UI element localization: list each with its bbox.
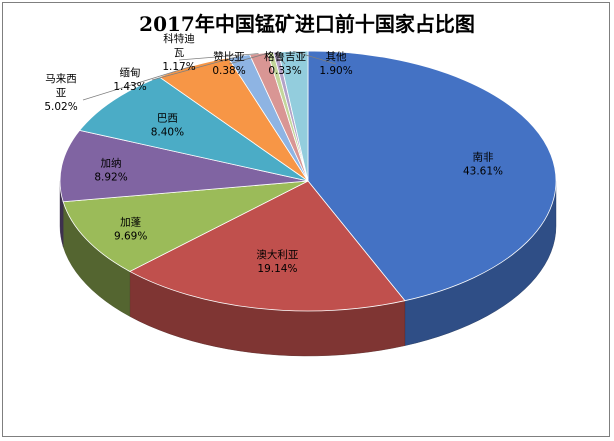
slice-加蓬-label: 加蓬 9.69% (114, 217, 147, 243)
slice-缅甸-leader (151, 55, 240, 81)
slice-澳大利亚 (128, 180, 406, 312)
leader-lines (82, 50, 337, 101)
slice-科特迪瓦-leader (178, 53, 259, 61)
slice-赞比亚-label: 赞比亚 0.38% (212, 50, 245, 77)
chart-frame: 2017年中国锰矿进口前十国家占比图 南非 43.61% 澳大利亚 19.14% 加蓬 9… (2, 2, 610, 437)
slice-澳大利亚-label: 澳大利亚 19.14% (256, 248, 298, 275)
slice-科特迪瓦-label: 科特迪瓦 1.17% (162, 32, 195, 73)
slice-加蓬 (62, 180, 309, 272)
slice-马来西亚-label: 马来西亚 5.02% (44, 73, 77, 113)
slice-南非-label: 南非 43.61% (463, 150, 503, 177)
slice-马来西亚-leader (82, 65, 193, 101)
slice-赞比亚-leader (228, 52, 271, 65)
slice-格鲁吉亚-label: 格鲁吉亚 0.33% (264, 50, 306, 77)
slice-巴西-label: 巴西 8.40% (151, 112, 184, 138)
slice-加纳-label: 加纳 8.92% (94, 157, 127, 184)
slice-南非 (307, 50, 557, 302)
slice-格鲁吉亚-leader (275, 51, 286, 65)
slice-加纳 (59, 129, 309, 203)
chart-title: 2017年中国锰矿进口前十国家占比图 (139, 12, 475, 36)
slice-labels: 南非 43.61% 澳大利亚 19.14% 加蓬 9.69% 加纳 8.92% 巴西 8.40% 马… (44, 32, 503, 275)
pie-slices (59, 50, 557, 312)
slice-其他-leader (293, 50, 337, 65)
pie-chart: 2017年中国锰矿进口前十国家占比图 南非 43.61% 澳大利亚 19.14% 加蓬 9… (44, 12, 557, 357)
slice-其他-label: 其他 1.90% (319, 50, 352, 77)
slice-巴西 (78, 76, 309, 182)
slice-缅甸-label: 缅甸 1.43% (113, 66, 146, 93)
